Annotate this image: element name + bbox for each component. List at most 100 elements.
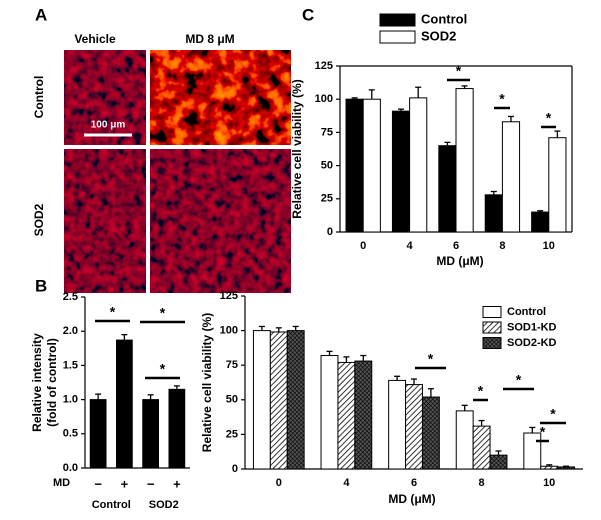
bar xyxy=(421,396,440,470)
significance-star: * xyxy=(160,361,166,377)
significance-star: * xyxy=(516,372,522,388)
scale-bar-label: 100 μm xyxy=(91,120,126,131)
bar xyxy=(489,454,508,470)
x-tick-label: 8 xyxy=(499,240,505,252)
bar xyxy=(89,399,107,469)
y-axis-label: (fold of control) xyxy=(45,338,59,427)
group-label: SOD2 xyxy=(149,499,179,511)
column-label: MD 8 μM xyxy=(185,32,234,46)
y-tick-label: 2.0 xyxy=(63,325,78,337)
bar xyxy=(345,98,364,233)
x-tick-label: 0 xyxy=(276,477,282,489)
bar xyxy=(269,331,288,470)
bar xyxy=(472,425,491,470)
x-tick-label: 6 xyxy=(411,477,417,489)
significance-star: * xyxy=(428,351,434,367)
y-tick-label: 25 xyxy=(321,193,333,205)
bar xyxy=(548,137,567,233)
bar xyxy=(501,121,521,233)
y-tick-label: 0 xyxy=(327,226,333,238)
y-tick-label: 125 xyxy=(220,290,238,302)
significance-star: * xyxy=(478,383,484,399)
y-tick-label: 0.0 xyxy=(63,462,78,474)
significance-star: * xyxy=(110,304,116,320)
bar xyxy=(409,97,428,233)
bar xyxy=(116,339,133,469)
legend-swatch xyxy=(379,30,416,44)
micrograph xyxy=(64,50,146,145)
row-label: Control xyxy=(32,76,46,119)
legend-label: SOD2 xyxy=(421,28,456,43)
bar xyxy=(523,432,542,470)
x-tick-label: − xyxy=(147,476,155,491)
significance-star: * xyxy=(160,305,166,321)
x-tick-label: − xyxy=(94,476,102,491)
legend-swatch xyxy=(482,337,502,349)
bar xyxy=(438,145,457,233)
y-tick-label: 0 xyxy=(232,463,238,475)
y-tick-label: 2.5 xyxy=(63,291,78,303)
bar xyxy=(362,98,381,233)
bar xyxy=(337,361,356,470)
y-tick-label: 50 xyxy=(321,160,333,172)
y-axis-label: Relative cell viability (%) xyxy=(290,79,304,218)
panel-label: C xyxy=(302,5,314,24)
legend-label: SOD1-KD xyxy=(507,321,557,333)
significance-star: * xyxy=(499,91,505,107)
bar xyxy=(168,388,186,469)
legend-swatch xyxy=(482,306,502,318)
legend-label: Control xyxy=(421,11,467,26)
x-tick-label: + xyxy=(121,476,129,491)
significance-star: * xyxy=(456,63,462,79)
legend-label: SOD2-KD xyxy=(507,337,557,349)
legend-label: Control xyxy=(507,306,546,318)
bar xyxy=(405,384,423,470)
micrograph xyxy=(150,50,291,145)
bar xyxy=(540,465,559,470)
row-label: MD xyxy=(53,477,70,489)
bar xyxy=(391,110,411,233)
y-tick-label: 1.0 xyxy=(63,394,78,406)
x-tick-label: 0 xyxy=(360,240,366,252)
significance-star: * xyxy=(546,110,552,126)
row-label: SOD2 xyxy=(32,203,46,236)
x-axis-label: MD (μM) xyxy=(388,492,435,506)
x-tick-label: 10 xyxy=(543,477,555,489)
x-tick-label: 6 xyxy=(453,240,459,252)
legend-swatch xyxy=(482,321,502,334)
y-tick-label: 0.5 xyxy=(63,428,78,440)
bar xyxy=(142,399,159,469)
significance-star: * xyxy=(550,406,556,422)
x-tick-label: 8 xyxy=(479,477,485,489)
x-tick-label: 10 xyxy=(543,240,555,252)
bar xyxy=(252,330,271,470)
panel-label: B xyxy=(35,276,47,295)
bar xyxy=(484,194,503,233)
y-tick-label: 100 xyxy=(315,93,333,105)
bar xyxy=(286,330,305,470)
significance-star: * xyxy=(540,424,546,440)
legend-swatch xyxy=(379,13,416,27)
y-tick-label: 1.5 xyxy=(63,359,78,371)
y-tick-label: 75 xyxy=(226,359,238,371)
bar xyxy=(320,355,339,470)
column-label: Vehicle xyxy=(74,32,116,46)
group-label: Control xyxy=(92,499,131,511)
x-tick-label: + xyxy=(173,476,181,491)
bar xyxy=(531,211,550,233)
bar xyxy=(455,88,474,233)
bar xyxy=(455,410,474,470)
micrograph xyxy=(150,149,291,293)
micrograph xyxy=(64,149,146,293)
x-tick-label: 4 xyxy=(343,477,350,489)
x-axis-label: MD (μM) xyxy=(436,254,483,268)
panel-label: A xyxy=(35,5,47,24)
y-tick-label: 50 xyxy=(226,394,238,406)
y-tick-label: 125 xyxy=(315,60,333,72)
y-axis-label: Relative cell viability (%) xyxy=(200,313,214,452)
bar xyxy=(354,360,373,470)
bar xyxy=(557,466,576,470)
y-tick-label: 75 xyxy=(321,126,333,138)
y-tick-label: 25 xyxy=(226,428,238,440)
